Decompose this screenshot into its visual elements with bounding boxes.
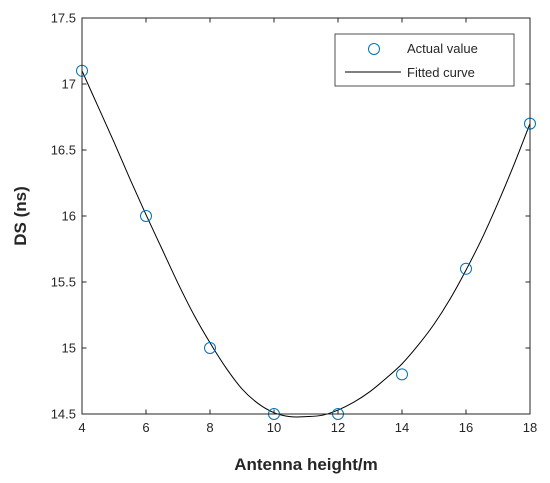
y-tick-label: 16 <box>62 209 76 224</box>
y-axis-title: DS (ns) <box>11 186 30 246</box>
x-axis-title: Antenna height/m <box>234 455 378 474</box>
legend-box <box>334 33 515 87</box>
y-tick-label: 17.5 <box>51 11 76 26</box>
legend: Actual value Fitted curve <box>334 33 515 87</box>
legend-label-actual: Actual value <box>407 41 478 56</box>
x-tick-label: 16 <box>459 420 473 435</box>
actual-value-point <box>396 368 408 381</box>
x-axis-ticks: 4 6 8 10 12 14 16 18 <box>78 18 537 435</box>
fitted-curve-line <box>81 70 531 418</box>
y-tick-label: 16.5 <box>51 143 76 158</box>
x-tick-label: 8 <box>206 420 213 435</box>
y-tick-label: 15 <box>62 341 76 356</box>
x-tick-label: 12 <box>331 420 345 435</box>
y-tick-label: 15.5 <box>51 275 76 290</box>
actual-value-point <box>140 210 152 222</box>
y-axis-ticks: 14.5 15 15.5 16 16.5 17 17.5 <box>51 11 530 422</box>
x-tick-label: 18 <box>523 420 537 435</box>
x-tick-label: 6 <box>142 420 149 435</box>
legend-marker-actual <box>368 43 380 55</box>
y-tick-label: 14.5 <box>51 407 76 422</box>
y-tick-label: 17 <box>62 77 76 92</box>
actual-value-point <box>204 342 216 354</box>
x-tick-label: 14 <box>395 420 409 435</box>
x-tick-label: 10 <box>267 420 281 435</box>
legend-label-fitted: Fitted curve <box>407 65 475 80</box>
fitted-curve-layer <box>81 70 531 418</box>
actual-value-point <box>460 262 472 275</box>
x-tick-label: 4 <box>78 420 85 435</box>
